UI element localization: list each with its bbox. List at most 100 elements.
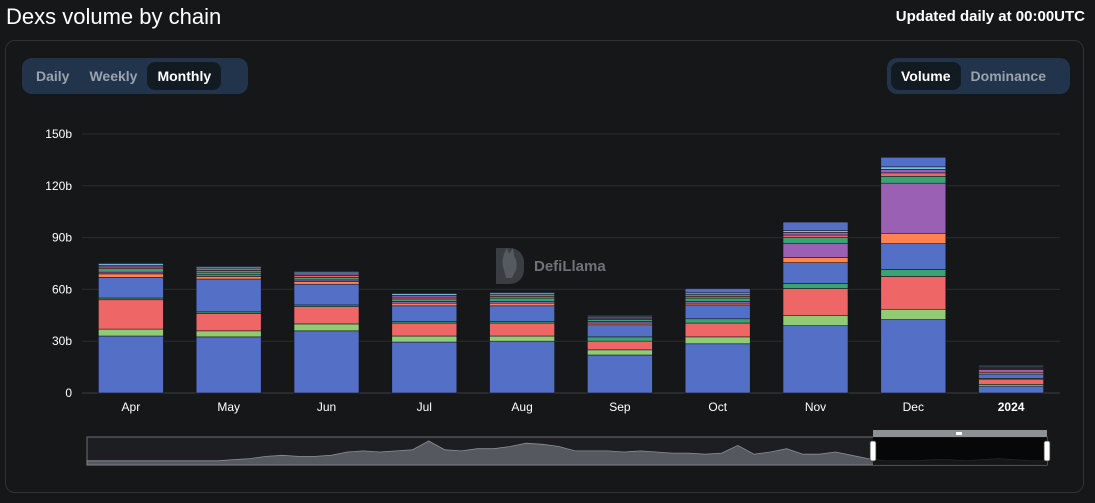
metric-volume-button[interactable]: Volume: [891, 62, 961, 90]
bar-segment[interactable]: [293, 270, 360, 273]
bar-segment[interactable]: [880, 308, 947, 320]
bar-segment[interactable]: [489, 340, 555, 394]
bar-segment[interactable]: [880, 169, 947, 174]
bar-segment[interactable]: [98, 277, 164, 299]
bar-segment[interactable]: [880, 269, 947, 277]
watermark-text: DefiLlama: [534, 258, 606, 275]
bar-segment[interactable]: [391, 335, 458, 343]
bar-segment[interactable]: [293, 281, 360, 285]
bar-segment[interactable]: [684, 304, 751, 320]
bar-segment[interactable]: [684, 288, 751, 294]
bar-segment[interactable]: [782, 243, 849, 258]
bar-segment[interactable]: [98, 273, 164, 278]
bar-segment[interactable]: [195, 278, 262, 313]
bar-segment[interactable]: [98, 268, 164, 273]
navigator-handle[interactable]: [1043, 440, 1051, 462]
bar-segment[interactable]: [684, 297, 751, 302]
period-daily-button[interactable]: Daily: [36, 68, 70, 84]
y-axis-labels: 0 30b 60b 90b 120b 150b: [45, 127, 72, 400]
bar-segment[interactable]: [587, 349, 653, 356]
bar-segment[interactable]: [978, 385, 1044, 394]
y-tick-label: 0: [65, 386, 72, 400]
bar-segment[interactable]: [684, 336, 751, 345]
bar-segment[interactable]: [587, 314, 653, 317]
bar-segment[interactable]: [587, 340, 653, 351]
watermark: DefiLlama: [496, 248, 606, 284]
bar-segment[interactable]: [782, 237, 849, 244]
bar-segment[interactable]: [684, 343, 751, 394]
bar-segment[interactable]: [978, 365, 1044, 367]
x-tick-label: Jul: [417, 400, 432, 414]
bar-segment[interactable]: [880, 232, 947, 244]
bar-segment[interactable]: [782, 262, 849, 284]
bar-segment[interactable]: [195, 265, 262, 268]
bar-segment[interactable]: [782, 232, 849, 236]
bar-segment[interactable]: [587, 324, 653, 338]
bar-segment[interactable]: [293, 323, 360, 332]
bar-segment[interactable]: [391, 298, 458, 302]
bar-segment[interactable]: [293, 277, 360, 281]
x-tick-label: May: [217, 400, 240, 414]
bar-segment[interactable]: [684, 322, 751, 338]
x-axis-labels: Apr May Jun Jul Aug Sep Oct Nov Dec 2024: [122, 400, 1025, 414]
bar-segment[interactable]: [98, 328, 164, 337]
bar-segment[interactable]: [98, 335, 164, 394]
bar-segment[interactable]: [293, 306, 360, 325]
bar-segment[interactable]: [880, 276, 947, 310]
bar-segment[interactable]: [489, 322, 555, 337]
bar-segment[interactable]: [880, 157, 947, 168]
bar-segment[interactable]: [293, 283, 360, 306]
bar-segment[interactable]: [195, 330, 262, 338]
bar-segment[interactable]: [391, 322, 458, 337]
bar-segment[interactable]: [489, 291, 555, 294]
bar-segment[interactable]: [880, 166, 947, 170]
bar-segment[interactable]: [880, 182, 947, 234]
bar-segment[interactable]: [782, 257, 849, 263]
period-weekly-button[interactable]: Weekly: [89, 68, 138, 84]
bar-segment[interactable]: [684, 318, 751, 324]
bar-segment[interactable]: [978, 369, 1044, 373]
bar-segment[interactable]: [391, 305, 458, 322]
navigator-selection[interactable]: [873, 437, 1047, 465]
x-tick-label: Aug: [511, 400, 532, 414]
bar-segment[interactable]: [391, 341, 458, 394]
bar-segment[interactable]: [782, 234, 849, 238]
bar-segment[interactable]: [489, 297, 555, 302]
chart-title: Dexs volume by chain: [6, 4, 222, 29]
bar-segment[interactable]: [587, 336, 653, 342]
bar-segment[interactable]: [391, 292, 458, 295]
bar-segment[interactable]: [978, 373, 1044, 379]
bar-segment[interactable]: [195, 276, 262, 280]
llama-head-icon: [502, 248, 517, 278]
x-tick-label: Apr: [122, 400, 141, 414]
bar-segment[interactable]: [489, 302, 555, 307]
bar-segment[interactable]: [489, 335, 555, 342]
bar-segment[interactable]: [880, 319, 947, 394]
bar-segment[interactable]: [880, 172, 947, 177]
bar-segment[interactable]: [195, 313, 262, 332]
range-navigator[interactable]: [86, 430, 1051, 466]
period-monthly-button[interactable]: Monthly: [147, 62, 222, 90]
bar-segment[interactable]: [195, 271, 262, 276]
bar-segment[interactable]: [880, 243, 947, 270]
bar-segment[interactable]: [489, 305, 555, 322]
bar-segment[interactable]: [782, 288, 849, 316]
bar-segment[interactable]: [782, 283, 849, 289]
bar-segment[interactable]: [98, 262, 164, 264]
update-note: Updated daily at 00:00UTC: [895, 8, 1085, 25]
bar-segment[interactable]: [293, 330, 360, 394]
bar-segment[interactable]: [782, 314, 849, 326]
bar-segment[interactable]: [98, 299, 164, 330]
metric-dominance-button[interactable]: Dominance: [970, 68, 1046, 84]
bar-segment[interactable]: [195, 336, 262, 394]
chart-panel: Daily Weekly Monthly Volume Dominance: [5, 40, 1084, 493]
bar-segment[interactable]: [782, 221, 849, 231]
bar-segment[interactable]: [391, 302, 458, 307]
bar-segment[interactable]: [978, 378, 1044, 385]
bar-segment[interactable]: [782, 325, 849, 394]
navigator-handle[interactable]: [869, 440, 877, 462]
x-tick-label: 2024: [998, 400, 1025, 414]
bar-segment[interactable]: [587, 354, 653, 394]
bar-segment[interactable]: [880, 176, 947, 184]
